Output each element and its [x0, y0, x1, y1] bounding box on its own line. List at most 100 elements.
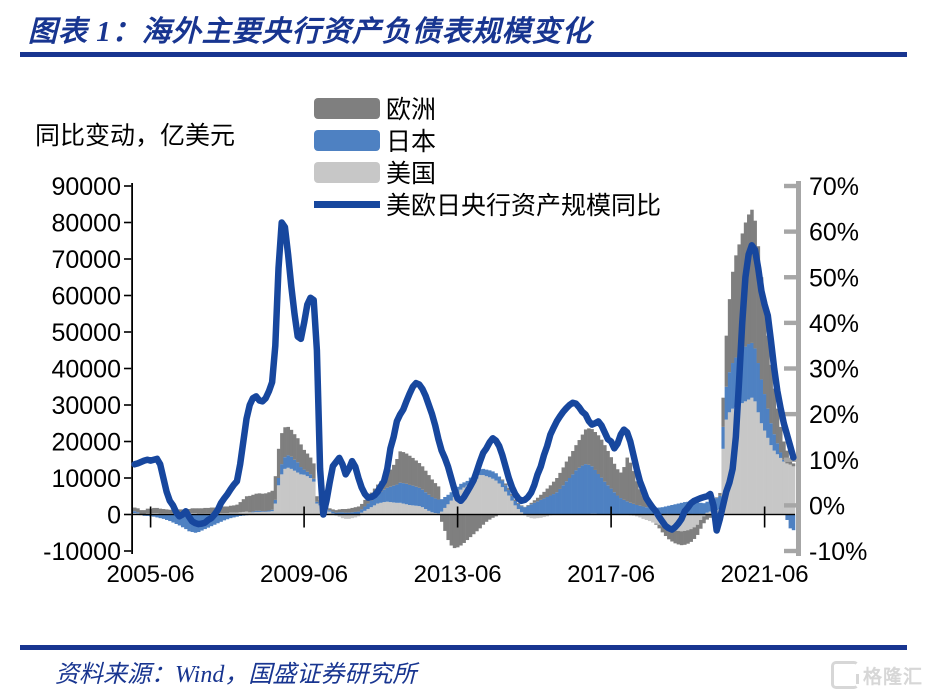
bar-us	[452, 496, 457, 515]
bar-us	[779, 457, 783, 515]
bar-japan	[491, 471, 495, 479]
bar-us	[759, 423, 764, 515]
bar-europe	[715, 497, 719, 499]
bar-japan	[663, 506, 668, 515]
right-axis-tick	[784, 320, 796, 326]
bar-europe	[401, 452, 406, 484]
bar-japan	[356, 511, 361, 515]
bar-us	[753, 401, 757, 515]
right-axis-tick-label: 30%	[809, 356, 859, 384]
bar-us	[369, 507, 374, 515]
bar-europe	[267, 492, 271, 511]
bar-japan	[727, 372, 732, 413]
bar-us	[401, 503, 406, 515]
bar-japan	[424, 492, 428, 510]
bar-europe	[404, 453, 409, 484]
bar-europe	[558, 472, 562, 489]
bar-us	[788, 464, 793, 515]
left-axis-tick	[124, 258, 132, 260]
bar-japan	[503, 485, 508, 492]
bar-japan	[593, 469, 598, 514]
right-axis-tick-label: 20%	[809, 401, 859, 429]
x-axis-tick-label: 2021-06	[721, 561, 809, 588]
bar-japan	[174, 514, 179, 524]
x-axis-tick	[763, 506, 766, 528]
bar-us	[670, 514, 674, 530]
bar-japan	[721, 426, 725, 449]
bar-japan	[603, 481, 607, 515]
bar-us	[356, 514, 361, 517]
left-axis-tick-label: 50000	[51, 319, 121, 347]
bar-us	[465, 485, 470, 515]
bar-europe	[491, 514, 495, 518]
bar-japan	[264, 511, 268, 512]
bar-us	[539, 514, 543, 518]
x-axis-tick-label: 2013-06	[414, 561, 502, 588]
bar-europe	[551, 481, 556, 495]
bar-europe	[155, 507, 159, 514]
bar-europe	[542, 491, 546, 499]
bar-us	[686, 514, 690, 531]
bar-japan	[516, 503, 521, 510]
bar-us	[251, 512, 255, 515]
bar-europe	[289, 429, 294, 457]
left-axis-tick	[124, 331, 132, 333]
bar-japan	[676, 503, 681, 515]
bar-us	[654, 514, 658, 524]
bar-europe	[603, 445, 607, 482]
bar-us	[651, 514, 655, 523]
bar-europe	[315, 496, 319, 502]
bar-japan	[647, 507, 652, 515]
bar-us	[276, 485, 281, 515]
bar-us	[766, 437, 770, 515]
bar-us	[497, 483, 502, 515]
bar-europe	[769, 364, 773, 424]
bar-europe	[641, 495, 645, 507]
bar-us	[347, 514, 351, 519]
bar-europe	[459, 514, 463, 546]
bar-japan	[478, 469, 482, 476]
bar-europe	[241, 499, 246, 512]
bar-japan	[398, 482, 402, 503]
bar-us	[424, 509, 428, 515]
bar-europe	[350, 507, 354, 513]
bar-europe	[580, 434, 585, 466]
right-axis-tick	[784, 548, 796, 554]
bar-europe	[398, 451, 402, 483]
bar-japan	[328, 510, 332, 512]
bar-us	[692, 514, 697, 528]
right-axis-line	[796, 181, 801, 556]
bar-europe	[590, 429, 594, 467]
gelonghui-watermark-text: 格隆汇	[862, 666, 923, 688]
bar-europe	[791, 463, 796, 467]
bar-europe	[452, 514, 457, 549]
bar-europe	[724, 335, 729, 387]
bar-japan	[551, 494, 556, 515]
bar-japan	[532, 502, 537, 515]
bar-japan	[254, 510, 259, 512]
bar-japan	[670, 505, 674, 515]
bar-europe	[686, 530, 690, 544]
bar-europe	[411, 457, 415, 486]
bar-us	[133, 513, 137, 515]
bar-japan	[571, 474, 575, 515]
right-axis-tick	[784, 275, 796, 280]
bar-us	[743, 401, 748, 515]
bar-europe	[548, 485, 553, 496]
bar-japan	[222, 514, 227, 521]
bar-us	[507, 495, 511, 515]
bar-europe	[392, 464, 396, 486]
title-divider	[20, 52, 907, 57]
bar-us	[382, 502, 386, 515]
zero-line	[133, 513, 795, 516]
bar-japan	[164, 514, 169, 520]
bar-europe	[663, 527, 668, 537]
bar-europe	[254, 493, 259, 511]
bar-japan	[660, 507, 665, 515]
bar-us	[302, 474, 306, 515]
bar-us	[308, 478, 313, 515]
bar-japan	[366, 503, 370, 510]
bar-europe	[308, 457, 313, 475]
bar-japan	[638, 505, 642, 515]
bar-europe	[478, 514, 482, 529]
